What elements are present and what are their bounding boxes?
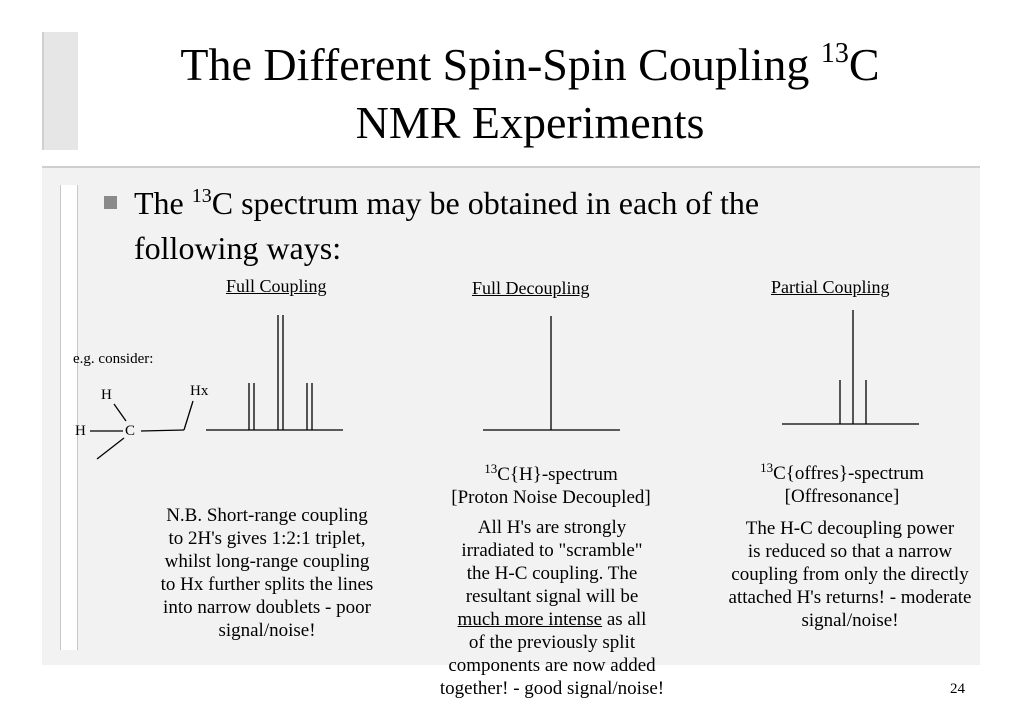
- full-decoupling-header: Full Decoupling: [472, 278, 590, 298]
- full-decoupling-description: All H's are strongly irradiated to "scra…: [439, 517, 665, 699]
- bullet-text: The 13C spectrum may be obtained in each…: [134, 185, 760, 266]
- bond-htop-c: [113, 403, 127, 422]
- molecule-h-left: H: [75, 423, 86, 439]
- content-accent-strip: [60, 185, 78, 650]
- partial-coupling-label: 13C{offres}-spectrum [Offresonance]: [760, 460, 924, 507]
- bond-chain-hx: [183, 400, 194, 431]
- page-number: 24: [950, 681, 965, 697]
- molecule-carbon: C: [125, 423, 136, 439]
- partial-coupling-header: Partial Coupling: [771, 277, 890, 297]
- full-coupling-note: N.B. Short-range coupling to 2H's gives …: [160, 505, 374, 641]
- content-panel: [42, 168, 980, 665]
- title-divider: [42, 166, 980, 168]
- bullet-square-icon: [104, 196, 117, 209]
- full-decoupling-label: 13C{H}-spectrum [Proton Noise Decoupled]: [451, 461, 651, 508]
- title-accent-bar: [42, 32, 78, 150]
- molecule-hx: Hx: [190, 383, 209, 399]
- full-coupling-header: Full Coupling: [226, 276, 327, 296]
- molecule-caption: e.g. consider:: [73, 351, 154, 367]
- molecule-h-top: H: [101, 387, 112, 403]
- slide-title: The Different Spin-Spin Coupling 13C NMR…: [180, 38, 880, 148]
- bond-c-chain: [140, 429, 185, 432]
- bond-c-wedge: [96, 437, 125, 460]
- partial-coupling-description: The H-C decoupling power is reduced so t…: [728, 518, 972, 631]
